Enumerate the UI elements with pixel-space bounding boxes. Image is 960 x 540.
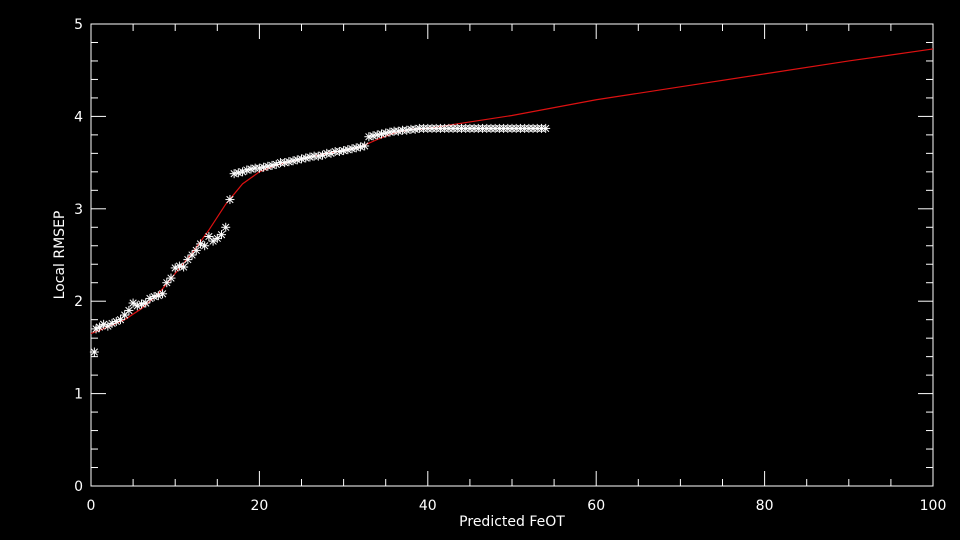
data-point-stroke: [150, 292, 158, 301]
data-point: [120, 310, 130, 320]
x-axis-label: Predicted FeOT: [459, 514, 565, 530]
y-tick-label: 3: [74, 202, 83, 218]
data-point-stroke: [293, 156, 301, 164]
data-point-stroke: [179, 263, 188, 271]
data-point-stroke: [259, 163, 268, 171]
data-point-stroke: [365, 133, 373, 141]
x-tick-label: 20: [250, 498, 268, 514]
data-point-stroke: [403, 126, 411, 134]
data-point-stroke: [234, 169, 243, 177]
data-point-stroke: [352, 144, 360, 152]
data-point-stroke: [243, 166, 251, 174]
data-points: [89, 123, 551, 357]
axis-tick-labels: 0 20 40 60 80 100 0 1 2 3 4 5: [74, 17, 946, 514]
data-point-stroke: [158, 290, 167, 298]
data-point-stroke: [137, 300, 146, 308]
data-point-stroke: [411, 125, 419, 133]
data-point-stroke: [373, 131, 381, 139]
data-point: [360, 141, 370, 151]
data-point-stroke: [222, 223, 230, 231]
data-point: [158, 289, 168, 299]
data-point: [191, 245, 201, 255]
data-point-stroke: [167, 274, 175, 282]
data-point-stroke: [339, 146, 348, 155]
data-point-stroke: [205, 232, 213, 241]
y-tick-label: 1: [74, 387, 83, 403]
data-point-stroke: [289, 157, 297, 165]
data-point-stroke: [344, 146, 352, 154]
data-point: [166, 273, 176, 283]
data-point-stroke: [95, 323, 104, 331]
data-point-stroke: [306, 153, 314, 161]
data-point-stroke: [196, 240, 205, 248]
data-point-stroke: [268, 161, 276, 170]
data-point: [212, 233, 222, 243]
data-point: [221, 222, 231, 232]
data-point: [183, 255, 193, 265]
y-tick-label: 0: [74, 479, 83, 495]
data-point-stroke: [217, 231, 226, 239]
data-point: [179, 262, 189, 272]
y-tick-label: 5: [74, 17, 83, 33]
data-point: [162, 278, 172, 288]
data-point-stroke: [125, 306, 133, 315]
data-point-stroke: [382, 129, 390, 137]
data-point-stroke: [192, 246, 200, 255]
data-point-stroke: [129, 299, 137, 307]
data-point: [89, 347, 99, 357]
data-point-stroke: [369, 132, 377, 140]
data-point-stroke: [175, 262, 184, 270]
data-point-stroke: [104, 322, 112, 330]
y-tick-label: 4: [74, 109, 83, 125]
data-point-stroke: [356, 143, 365, 151]
data-point-stroke: [386, 128, 394, 136]
y-axis-label: Local RMSEP: [52, 211, 68, 300]
data-point-stroke: [226, 195, 234, 204]
data-point: [280, 158, 290, 168]
axis-ticks: [90, 23, 934, 487]
x-tick-label: 60: [587, 498, 605, 514]
x-tick-label: 0: [87, 498, 96, 514]
data-point: [229, 169, 239, 179]
data-point-stroke: [542, 124, 550, 133]
data-point-stroke: [348, 145, 356, 153]
data-point-stroke: [247, 165, 255, 173]
data-point: [200, 241, 210, 251]
data-point-stroke: [99, 320, 108, 328]
data-point: [254, 163, 264, 173]
data-point: [153, 291, 163, 301]
data-point-stroke: [335, 147, 344, 156]
y-tick-label: 2: [74, 294, 83, 310]
data-point-stroke: [264, 162, 272, 170]
data-point-stroke: [297, 155, 306, 163]
data-point-stroke: [302, 154, 310, 162]
data-point: [393, 126, 403, 136]
data-point: [313, 151, 323, 161]
data-point: [225, 195, 235, 205]
data-point-stroke: [314, 152, 322, 160]
x-tick-label: 100: [920, 498, 947, 514]
data-point: [343, 145, 353, 155]
data-point: [259, 162, 269, 172]
data-point-stroke: [255, 164, 264, 172]
data-point: [541, 123, 551, 133]
data-point-stroke: [281, 158, 289, 167]
data-point-stroke: [285, 158, 293, 166]
data-point-stroke: [230, 170, 238, 178]
data-point-stroke: [209, 237, 217, 245]
data-point: [132, 301, 142, 311]
data-point-stroke: [201, 242, 209, 250]
data-point: [355, 142, 365, 152]
x-tick-label: 80: [756, 498, 774, 514]
data-point-stroke: [90, 348, 99, 356]
data-point: [208, 236, 218, 246]
data-point-stroke: [360, 142, 369, 150]
data-point-stroke: [377, 130, 386, 138]
data-point-stroke: [394, 127, 402, 135]
x-tick-label: 40: [419, 498, 437, 514]
data-point: [124, 305, 134, 315]
data-point: [217, 230, 227, 240]
